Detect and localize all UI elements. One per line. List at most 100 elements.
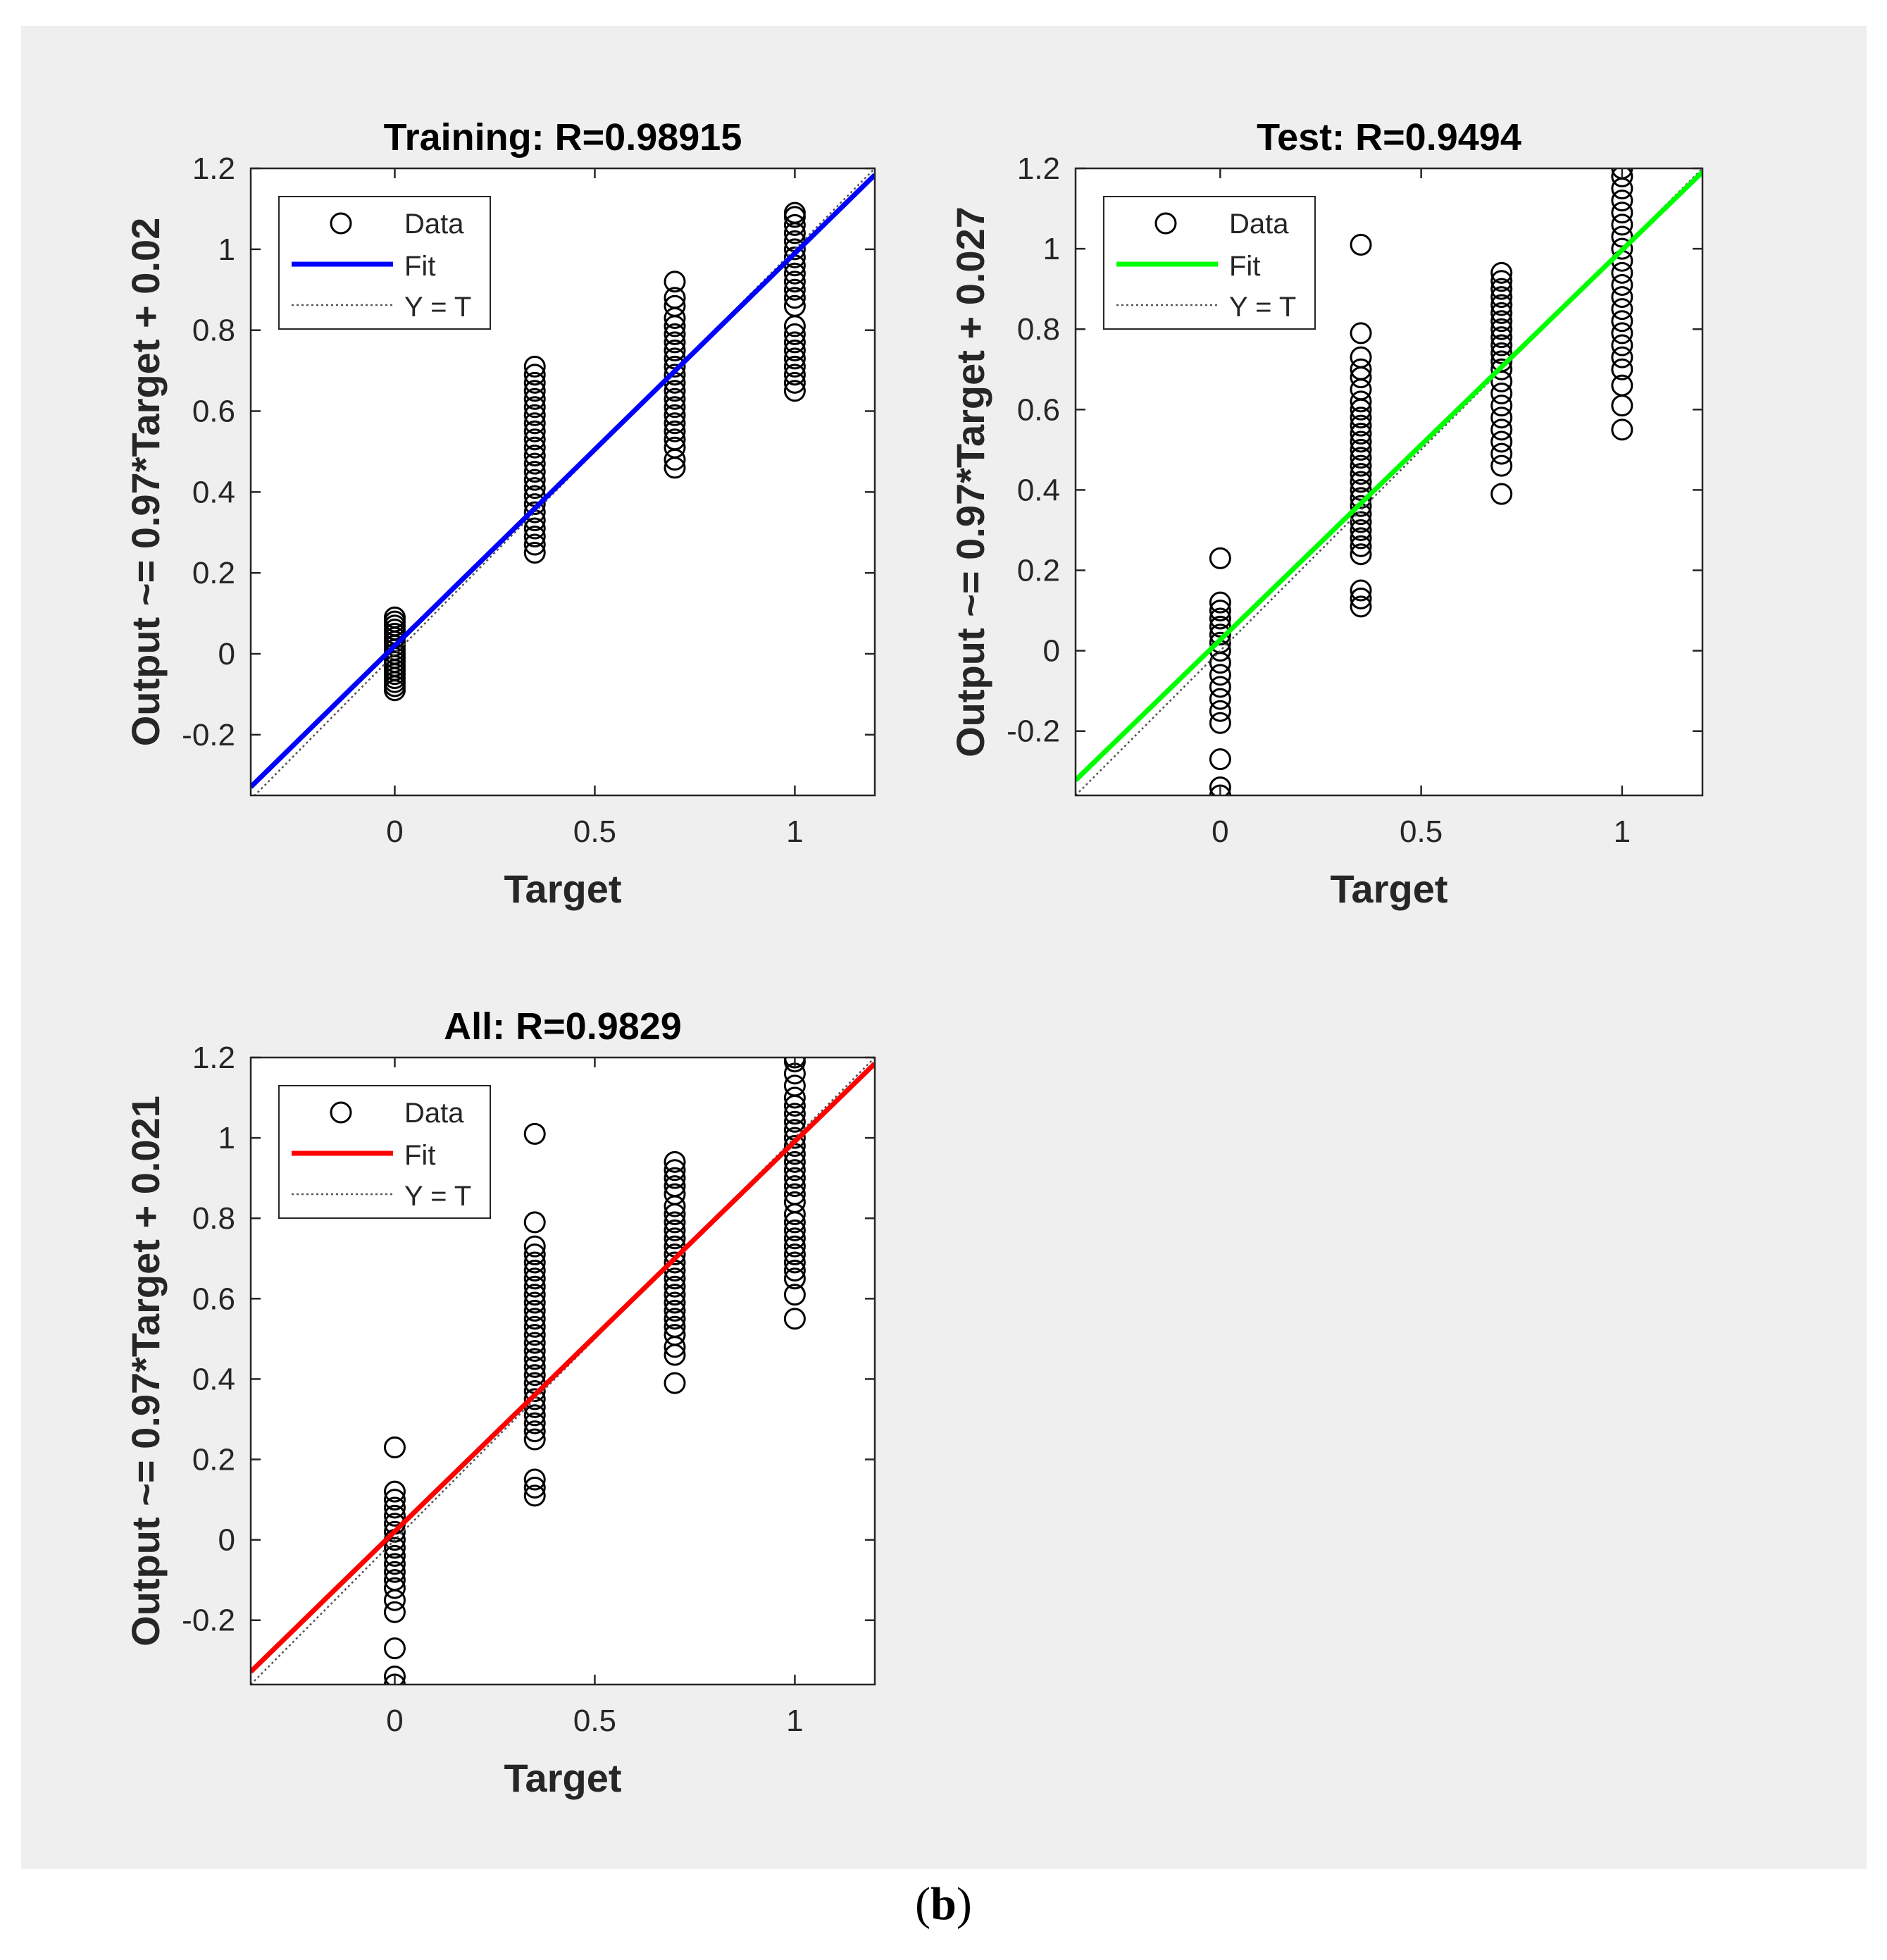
y-tick-label: 1.2 [1017,151,1060,186]
data-point [523,1251,546,1274]
data-point [783,331,806,354]
data-point [523,517,546,540]
data-point [783,262,806,285]
data-point [383,1601,406,1623]
data-point [1350,447,1372,469]
y-tick-label: 0.8 [192,314,235,348]
y-tick-label: 0.2 [192,556,235,590]
chart-1: 0 0.5 1 -0.2 0 0.2 0.4 0.6 0.8 1 1.2 Training: R=0.… [123,116,876,911]
data-point [783,1110,806,1133]
y-axis-label: Output ~= 0.97*Target + 0.021 [123,1096,168,1646]
data-point [523,1388,546,1410]
data-point [664,1219,686,1241]
data-point [1350,495,1372,517]
data-point [523,1259,546,1282]
data-point [523,396,546,418]
x-tick-label: 0.5 [573,814,616,849]
y-axis-label: Output ~= 0.97*Target + 0.02 [123,218,168,747]
data-point [523,461,546,483]
data-point [664,339,686,361]
data-point [783,238,806,261]
y-tick-label: 0.6 [192,395,235,429]
fit-line [251,1062,875,1674]
data-point [1209,631,1231,654]
legend-data-marker [330,212,352,235]
data-point [523,493,546,516]
caption-open-paren: ( [915,1878,931,1930]
data-point [523,1339,546,1362]
data-point [1611,298,1633,321]
data-point [383,1537,406,1559]
legend-fit-label: Fit [404,1140,435,1171]
legend-data-marker [1154,212,1177,235]
data-point [523,501,546,523]
data-point [1611,310,1633,333]
data-point [383,1480,406,1503]
data-point [783,380,806,402]
legend-fit-label: Fit [1229,251,1260,282]
y-tick-label: 0.2 [1017,554,1060,588]
data-point [783,271,806,293]
y-tick-label: -0.2 [182,718,235,752]
data-point [783,1135,806,1158]
data-point [1209,624,1231,646]
data-point [383,1504,406,1527]
data-point [783,287,806,309]
fit-line [251,173,875,789]
axes-frame [249,167,876,797]
data-point [1490,395,1513,417]
data-point [523,387,546,410]
chart-title: Training: R=0.98915 [384,116,742,159]
data-point [1611,190,1633,212]
data-point [523,1284,546,1306]
data-point [523,1275,546,1298]
data-point [523,1315,546,1338]
y-tick-label: 0.8 [192,1201,235,1236]
x-tick-label: 1 [786,1704,803,1738]
data-point [783,1219,806,1241]
caption-close-paren: ) [956,1878,972,1930]
data-point [1350,487,1372,509]
legend-ident-label: Y = T [1229,292,1296,323]
data-point [664,1243,686,1266]
data-point [523,477,546,500]
data-point [783,1267,806,1290]
data-point [523,1308,546,1330]
data-point [1490,382,1513,404]
chart-3: 0 0.5 1 -0.2 0 0.2 0.4 0.6 0.8 1 1.2 All: R=0.9829 T… [123,1005,876,1800]
data-point [523,1420,546,1443]
data-point [1350,463,1372,485]
data-point [664,1227,686,1250]
data-point [383,606,406,628]
data-point [523,1348,546,1370]
data-point [1350,543,1372,566]
data-point [1490,278,1513,300]
data-point [1490,430,1513,453]
data-point [1490,407,1513,429]
data-point [664,1159,686,1181]
data-point [783,347,806,370]
x-axis-label: Target [504,1756,622,1800]
data-point [664,1324,686,1346]
data-point [1490,418,1513,441]
data-point [664,1275,686,1298]
data-point [523,371,546,394]
data-point [383,1569,406,1592]
data-point [383,1577,406,1599]
data-point [1350,587,1372,609]
data-point [523,1243,546,1266]
data-point [783,339,806,361]
data-point [523,436,546,459]
data-point [1350,430,1372,453]
y-tick-label: 0.6 [1017,392,1060,427]
data-point [523,1299,546,1322]
data-point [523,380,546,402]
y-tick-label: -0.2 [1007,714,1060,749]
data-point [383,1520,406,1543]
y-tick-label: 0 [218,1523,235,1558]
x-tick-label: 0.5 [1400,814,1443,849]
data-point [523,1468,546,1491]
data-point [1490,350,1513,373]
data-point [523,1356,546,1378]
data-point [664,1150,686,1173]
